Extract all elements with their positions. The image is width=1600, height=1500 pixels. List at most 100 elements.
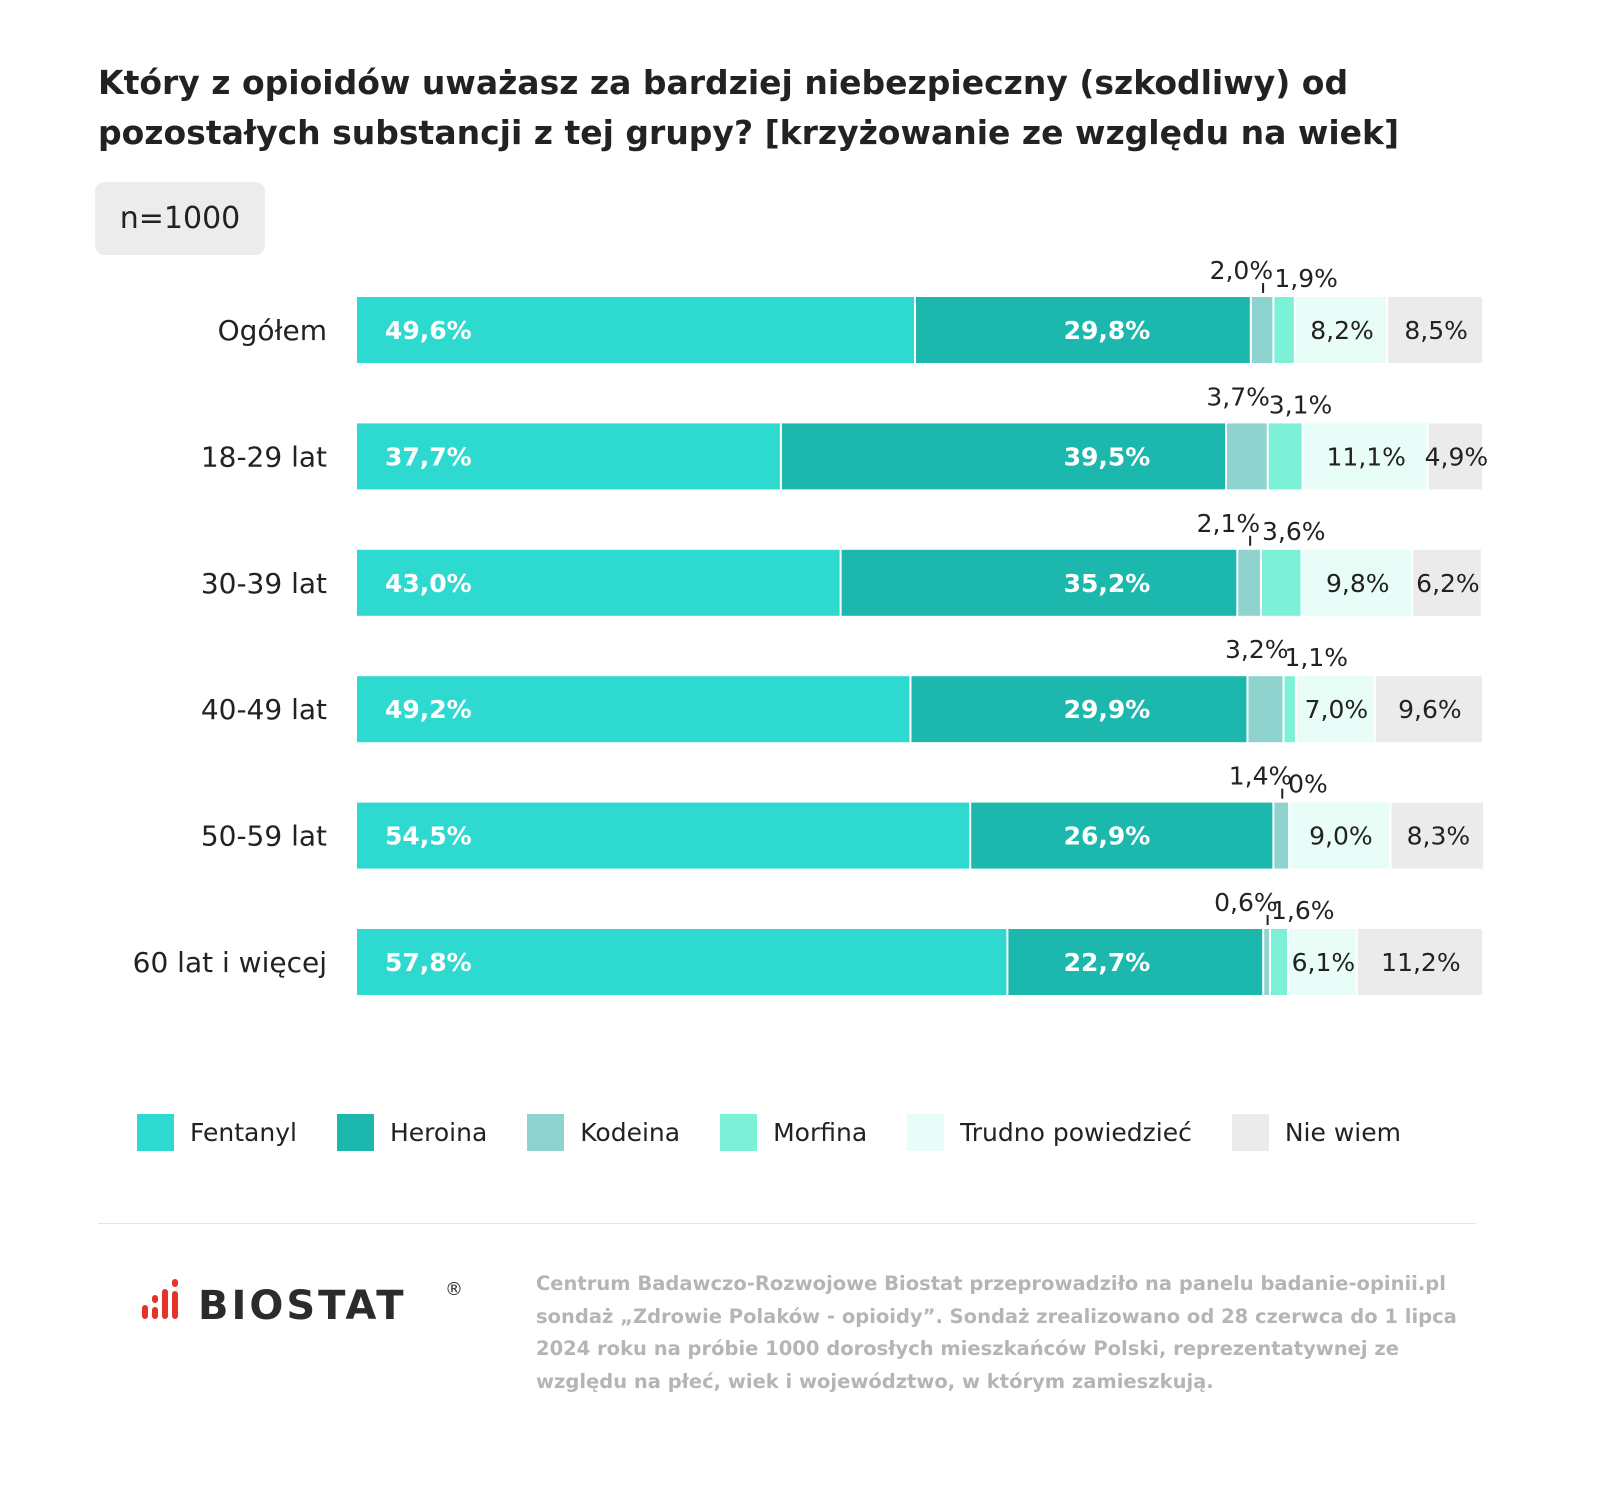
category-label: 50-59 lat <box>201 820 327 853</box>
data-label: 29,9% <box>1064 695 1151 724</box>
legend-swatch <box>137 1114 174 1151</box>
bar-segment-kodeina <box>1274 802 1289 869</box>
data-label: 9,8% <box>1326 569 1390 598</box>
category-label: 60 lat i więcej <box>133 946 327 979</box>
data-label: 2,1% <box>1197 509 1261 538</box>
data-label: 1,1% <box>1285 643 1349 672</box>
data-label: 8,3% <box>1407 822 1471 851</box>
biostat-logo: BIOSTAT ® <box>140 1275 470 1329</box>
data-label: 3,7% <box>1206 382 1270 411</box>
legend-item: Kodeina <box>527 1114 680 1151</box>
bar-segment-heroina <box>915 297 1250 363</box>
data-label: 26,9% <box>1064 822 1151 851</box>
bar-segment-nie-wiem <box>1388 297 1482 363</box>
data-label: 11,2% <box>1381 948 1460 977</box>
bar-segment-kodeina <box>1248 676 1283 743</box>
bar-segment-trudno-powiedzieć <box>1296 676 1374 743</box>
category-label: 40-49 lat <box>201 693 327 726</box>
category-label: 18-29 lat <box>201 440 327 473</box>
legend-swatch <box>527 1114 565 1151</box>
legend: Fentanyl Heroina Kodeina Morfina Trudno powi… <box>137 1114 1441 1151</box>
bar-segment-heroina <box>841 549 1237 616</box>
bar-segment-fentanyl <box>357 676 910 743</box>
bar-segment-heroina <box>781 423 1226 490</box>
legend-item: Morfina <box>720 1114 867 1151</box>
data-label: 39,5% <box>1064 442 1151 471</box>
bar-segment-fentanyl <box>357 423 780 490</box>
bar-segment-nie-wiem <box>1412 549 1481 616</box>
legend-swatch <box>720 1114 758 1151</box>
bar-segment-morfina <box>1284 676 1295 743</box>
bar-segment-trudno-powiedzieć <box>1289 929 1356 995</box>
bar-segment-morfina <box>1274 297 1294 363</box>
data-label: 49,6% <box>385 316 472 345</box>
data-label: 8,2% <box>1310 316 1374 345</box>
data-label: 1,6% <box>1271 896 1335 925</box>
chart-title: Który z opioidów uważasz za bardziej nie… <box>98 63 1400 152</box>
data-label: 2,0% <box>1210 256 1274 285</box>
bar-segment-kodeina <box>1264 929 1269 995</box>
bar-segment-heroina <box>1008 929 1263 995</box>
data-label: 29,8% <box>1064 316 1151 345</box>
legend-item: Nie wiem <box>1231 1114 1401 1151</box>
data-label: 22,7% <box>1064 948 1151 977</box>
bar-segment-morfina <box>1270 929 1288 995</box>
data-label: 49,2% <box>385 695 472 724</box>
bar-segment-morfina <box>1268 423 1302 490</box>
category-label: 30-39 lat <box>201 567 327 600</box>
legend-label: Morfina <box>773 1118 868 1147</box>
bar-segment-heroina <box>971 802 1273 869</box>
legend-item: Trudno powiedzieć <box>907 1114 1192 1151</box>
legend-label: Nie wiem <box>1284 1118 1401 1147</box>
legend-label: Fentanyl <box>190 1118 297 1147</box>
data-label: 1,4% <box>1229 762 1293 791</box>
stacked-bar-chart: Ogółem 49,6% 29,8% 2,0% 1,9% 8,2% 8,5% 18-29 la… <box>133 256 1489 995</box>
data-label: 54,5% <box>385 822 472 851</box>
bar-segment-fentanyl <box>357 549 840 616</box>
sample-size: n=1000 <box>119 201 241 236</box>
bar-segment-kodeina <box>1227 423 1267 490</box>
logo-text: BIOSTAT <box>198 1283 407 1325</box>
data-label: 6,1% <box>1292 948 1356 977</box>
data-label: 57,8% <box>385 948 472 977</box>
divider <box>98 1223 1476 1224</box>
bar-segment-kodeina <box>1251 297 1273 363</box>
footer-note: Centrum Badawczo-Rozwojowe Biostat przep… <box>536 1272 1457 1393</box>
legend-label: Heroina <box>389 1118 488 1147</box>
bar-segment-fentanyl <box>357 802 970 869</box>
data-label: 9,6% <box>1398 695 1462 724</box>
bar-segment-trudno-powiedzieć <box>1302 549 1411 616</box>
data-label: 9,0% <box>1309 822 1373 851</box>
registered-mark: ® <box>445 1279 463 1300</box>
legend-label: Kodeina <box>580 1118 681 1147</box>
data-label: 35,2% <box>1064 569 1151 598</box>
bar-segment-fentanyl <box>357 297 914 363</box>
legend-label: Trudno powiedzieć <box>960 1118 1192 1147</box>
sample-size-badge: n=1000 <box>95 182 265 255</box>
category-label: Ogółem <box>218 314 327 347</box>
data-label: 3,1% <box>1269 390 1333 419</box>
data-label: 37,7% <box>385 442 472 471</box>
legend-item: Fentanyl <box>137 1114 297 1151</box>
data-label: 7,0% <box>1305 695 1369 724</box>
bar-segment-kodeina <box>1238 549 1260 616</box>
bar-segment-nie-wiem <box>1357 929 1482 995</box>
data-label: 3,6% <box>1262 517 1326 546</box>
data-label: 4,9% <box>1425 442 1489 471</box>
data-label: 6,2% <box>1416 569 1480 598</box>
legend-item: Heroina <box>336 1114 488 1151</box>
bar-segment-trudno-powiedzieć <box>1290 802 1390 869</box>
data-label: 43,0% <box>385 569 472 598</box>
bar-segment-fentanyl <box>357 929 1007 995</box>
data-label: 3,2% <box>1225 635 1289 664</box>
data-label: 8,5% <box>1404 316 1468 345</box>
legend-swatch <box>1231 1114 1269 1151</box>
data-label: 11,1% <box>1327 442 1406 471</box>
bar-segment-morfina <box>1261 549 1301 616</box>
bar-segment-nie-wiem <box>1428 423 1482 490</box>
bar-segment-trudno-powiedzieć <box>1303 423 1427 490</box>
bar-segment-heroina <box>911 676 1247 743</box>
data-label: 0,6% <box>1214 888 1278 917</box>
legend-swatch <box>907 1114 945 1151</box>
data-label: 0% <box>1288 770 1328 799</box>
